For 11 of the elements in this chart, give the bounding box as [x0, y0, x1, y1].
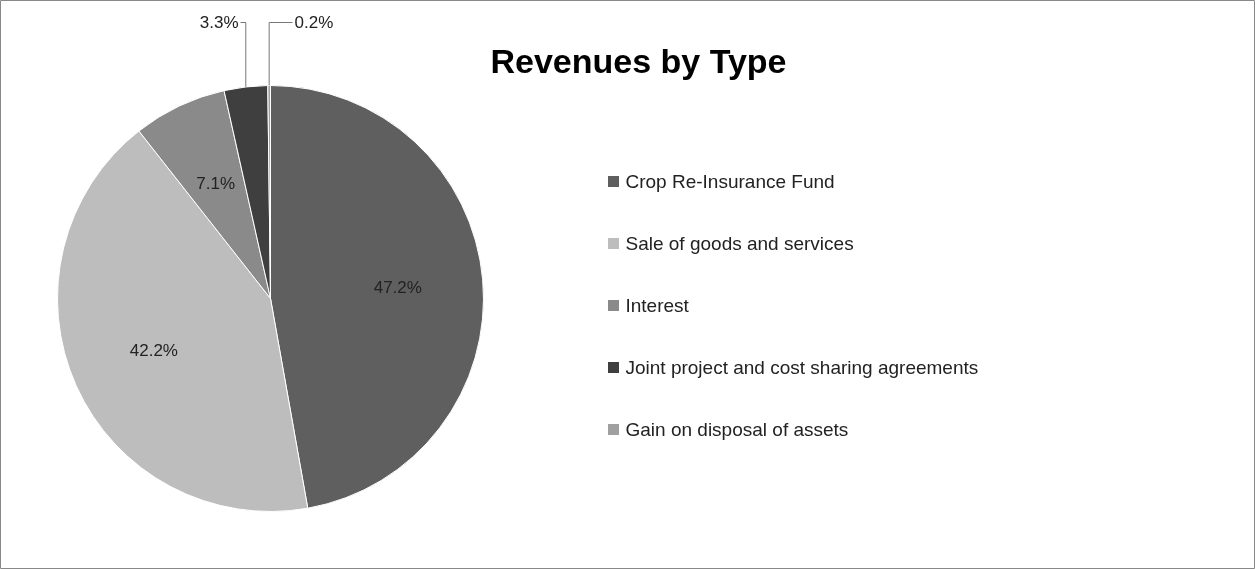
legend-label: Joint project and cost sharing agreements	[625, 357, 979, 378]
text: Revenues by Type	[490, 41, 787, 80]
legend-label: Gain on disposal of assets	[625, 419, 849, 440]
data-label: 47.2%	[373, 277, 422, 297]
data-label: 3.3%	[199, 13, 239, 32]
data-label: 42.2%	[129, 341, 178, 361]
data-label: 7.1%	[196, 173, 236, 193]
legend-label: Crop Re-Insurance Fund	[625, 171, 835, 192]
data-label: 0.2%	[294, 13, 334, 32]
legend-label: Interest	[625, 295, 690, 316]
legend-label: Sale of goods and services	[625, 233, 854, 254]
